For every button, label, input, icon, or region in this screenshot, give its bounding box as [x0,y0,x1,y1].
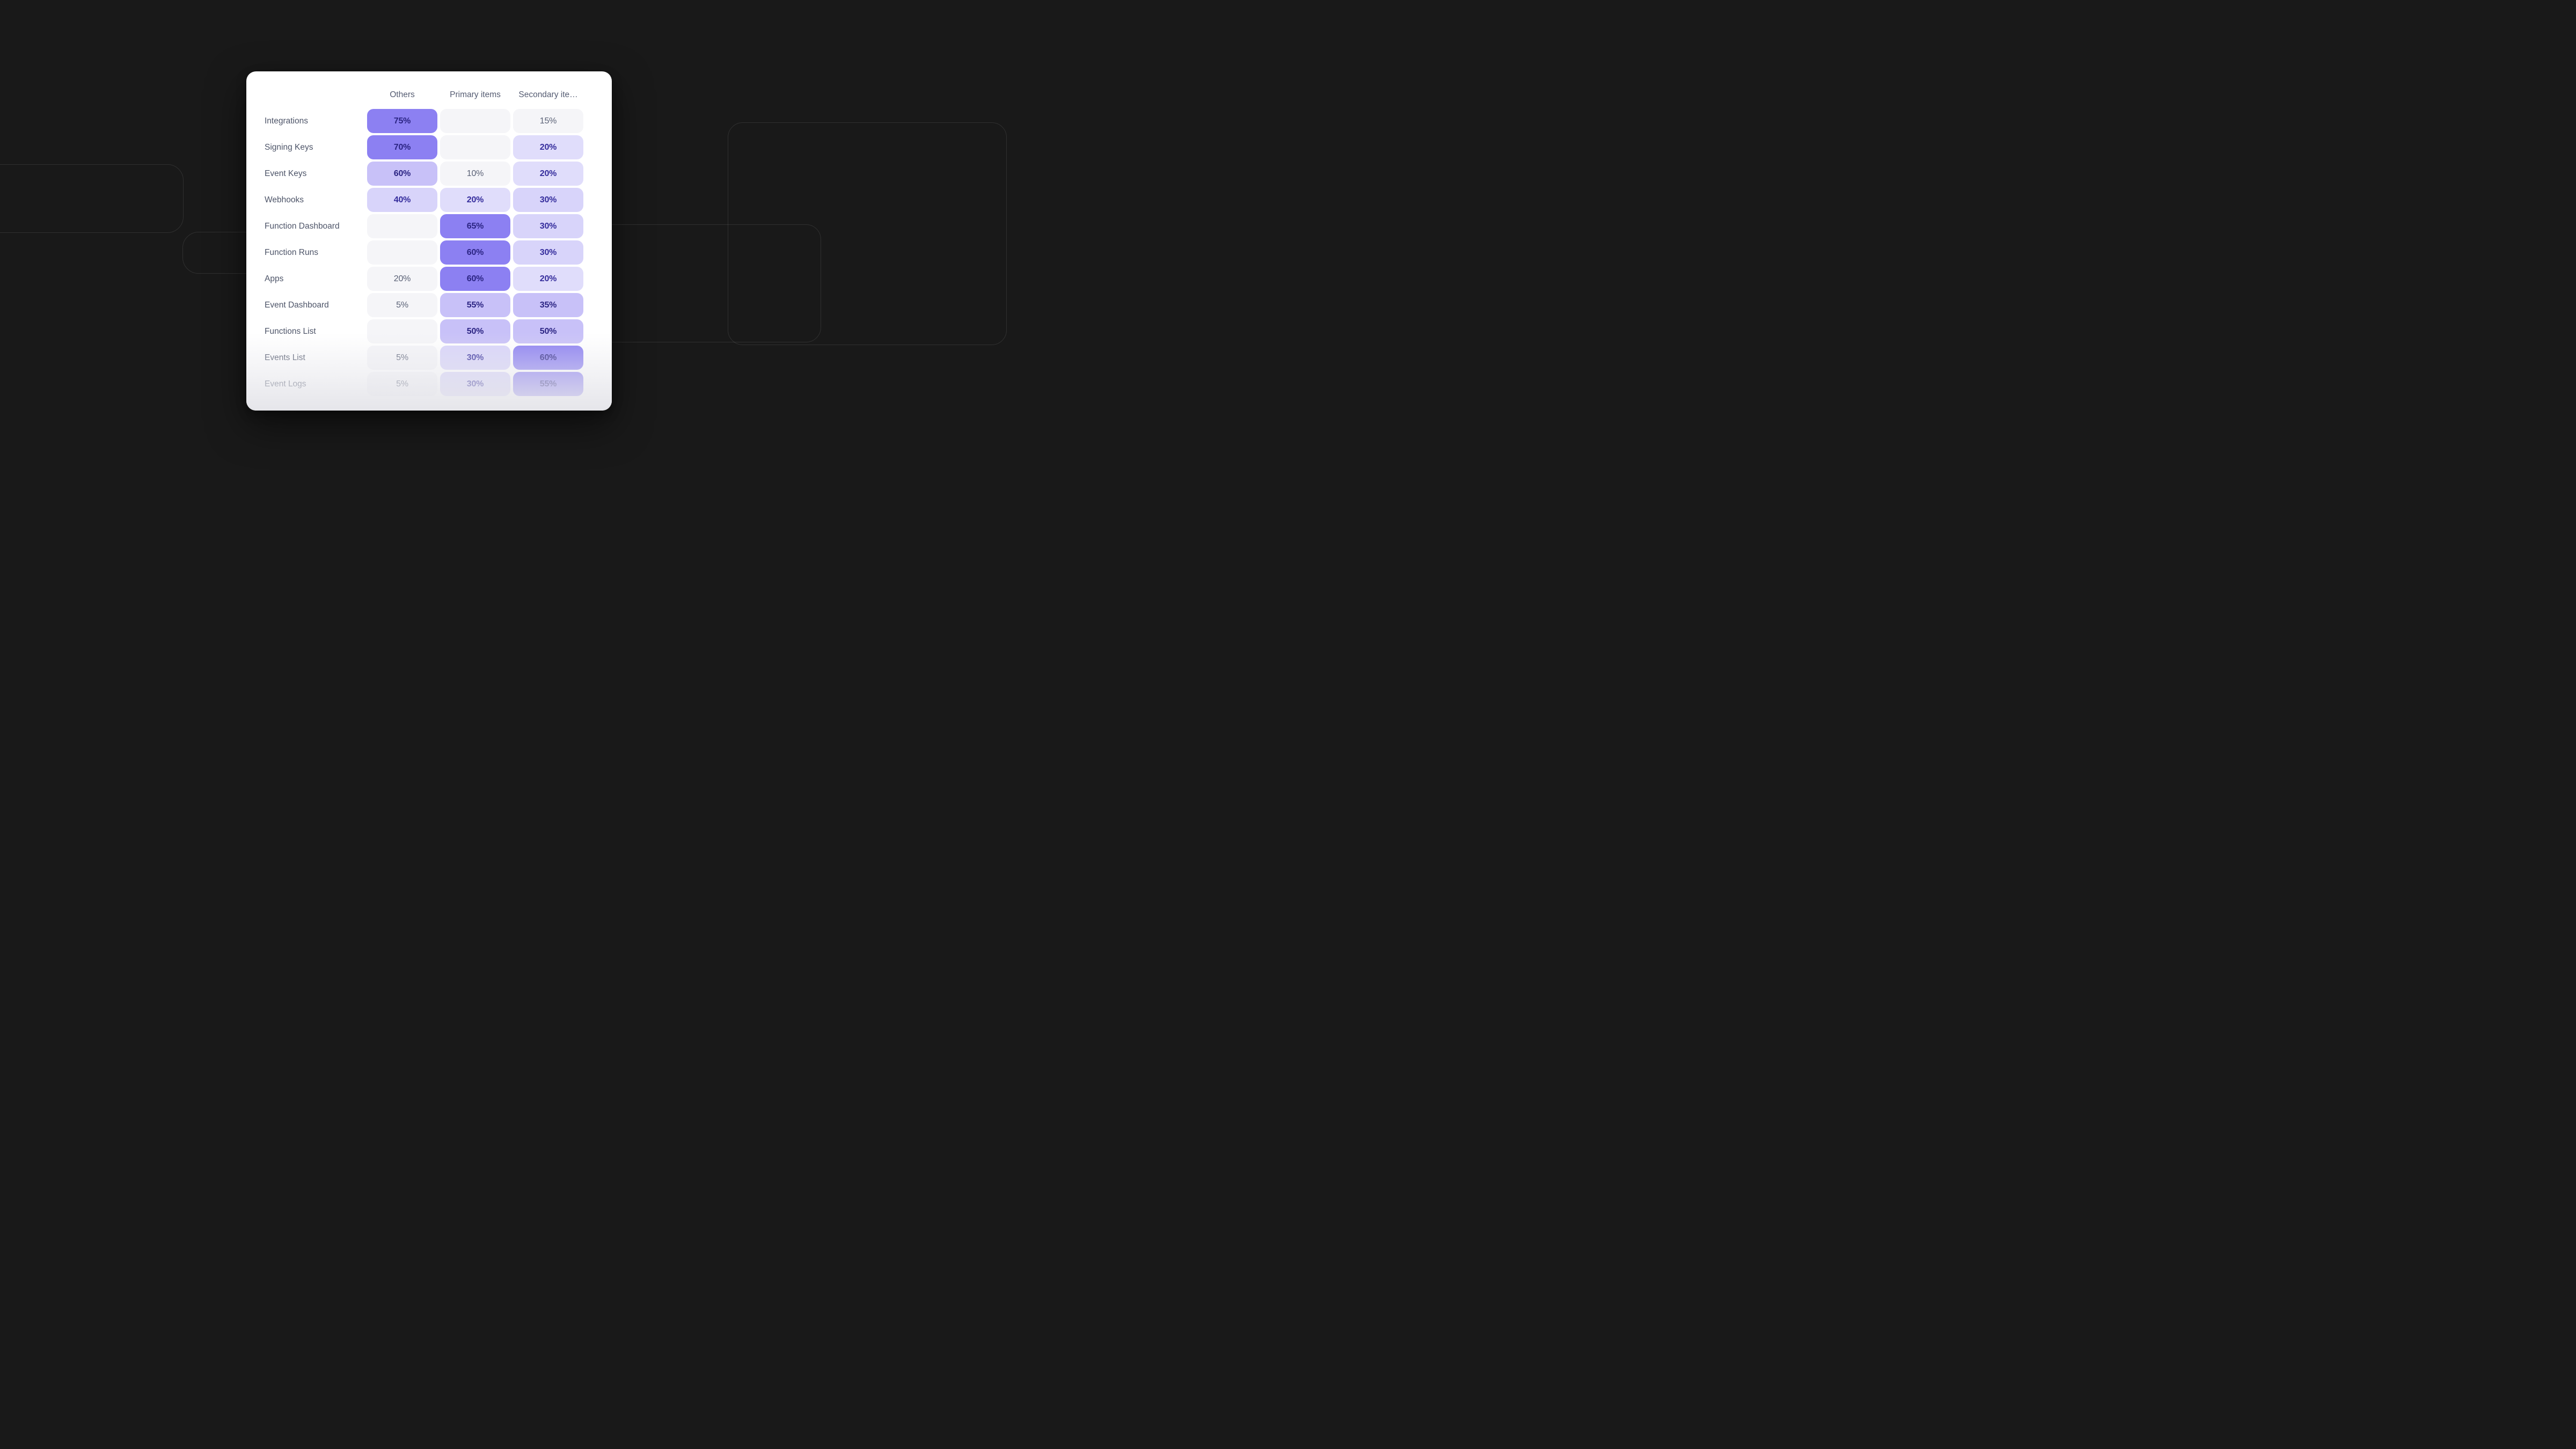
row-label: Event Keys [265,169,307,178]
heat-cell: 50% [513,319,583,343]
background-outline-rect-right-tall [728,122,1007,345]
heat-cell [440,109,510,133]
heat-cell: 30% [513,188,583,212]
table-row: Function Dashboard 65% 30% [265,214,584,238]
background-outline-rect-left-top [0,164,184,233]
background-outline-rect-right-wide [590,224,821,342]
row-label: Integrations [265,116,308,126]
table-row: Event Keys 60% 10% 20% [265,162,584,186]
heat-cell: 5% [367,293,437,317]
column-header-row: Others Primary items Secondary ite… [265,85,584,105]
table-row: Functions List 50% 50% [265,319,584,343]
heat-cell: 10% [440,162,510,186]
corner-spacer [265,85,364,105]
row-label: Webhooks [265,195,304,204]
row-label: Event Dashboard [265,300,329,310]
heat-cell: 20% [367,267,437,291]
heat-cell [367,214,437,238]
heat-cell: 20% [513,162,583,186]
heat-cell: 60% [513,346,583,370]
heat-cell: 5% [367,346,437,370]
table-row: Event Dashboard 5% 55% 35% [265,293,584,317]
heat-cell: 30% [513,214,583,238]
row-label: Functions List [265,326,316,336]
row-label: Function Runs [265,247,318,257]
heat-cell: 65% [440,214,510,238]
heat-cell: 70% [367,135,437,159]
heat-cell: 30% [440,346,510,370]
table-row: Webhooks 40% 20% 30% [265,188,584,212]
heat-cell: 30% [440,372,510,396]
heat-cell: 60% [367,162,437,186]
heat-cell: 15% [513,109,583,133]
heat-cell: 20% [440,188,510,212]
table-row: Apps 20% 60% 20% [265,267,584,291]
row-label: Signing Keys [265,142,313,152]
heat-cell: 55% [440,293,510,317]
heat-cell: 55% [513,372,583,396]
heat-cell: 20% [513,267,583,291]
heat-cell: 60% [440,267,510,291]
heatmap-rows: Integrations 75% 15% Signing Keys 70% 20… [265,109,584,396]
heat-cell: 75% [367,109,437,133]
heat-cell [440,135,510,159]
heat-cell: 20% [513,135,583,159]
heatmap-card: Others Primary items Secondary ite… Inte… [246,71,612,411]
heat-cell [367,240,437,265]
table-row: Event Logs 5% 30% 55% [265,372,584,396]
table-row: Signing Keys 70% 20% [265,135,584,159]
table-row: Events List 5% 30% 60% [265,346,584,370]
heat-cell: 30% [513,240,583,265]
heat-cell: 5% [367,372,437,396]
column-header-secondary-items: Secondary ite… [518,90,578,99]
row-label: Events List [265,353,305,362]
row-label: Function Dashboard [265,221,340,231]
heat-cell [367,319,437,343]
row-label: Event Logs [265,379,306,389]
heat-cell: 35% [513,293,583,317]
table-row: Integrations 75% 15% [265,109,584,133]
heat-cell: 60% [440,240,510,265]
table-row: Function Runs 60% 30% [265,240,584,265]
column-header-primary-items: Primary items [450,90,501,99]
heat-cell: 50% [440,319,510,343]
heat-cell: 40% [367,188,437,212]
page-background: { "palette": { "page_bg": "#191919", "ca… [0,0,1007,483]
row-label: Apps [265,274,284,283]
column-header-others: Others [390,90,415,99]
